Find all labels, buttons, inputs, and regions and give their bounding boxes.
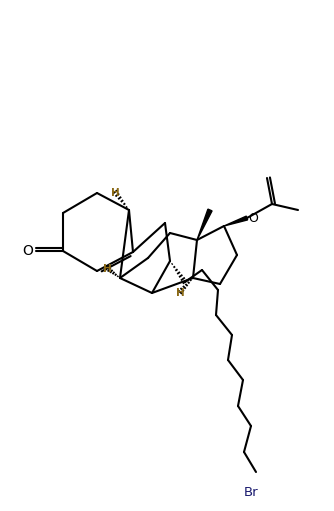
Polygon shape — [224, 216, 247, 226]
Text: H: H — [111, 188, 119, 198]
Text: H: H — [103, 264, 111, 274]
Text: O: O — [22, 244, 33, 258]
Polygon shape — [197, 209, 212, 240]
Text: Br: Br — [244, 486, 258, 499]
Text: H: H — [176, 288, 184, 298]
Text: O: O — [248, 212, 258, 224]
